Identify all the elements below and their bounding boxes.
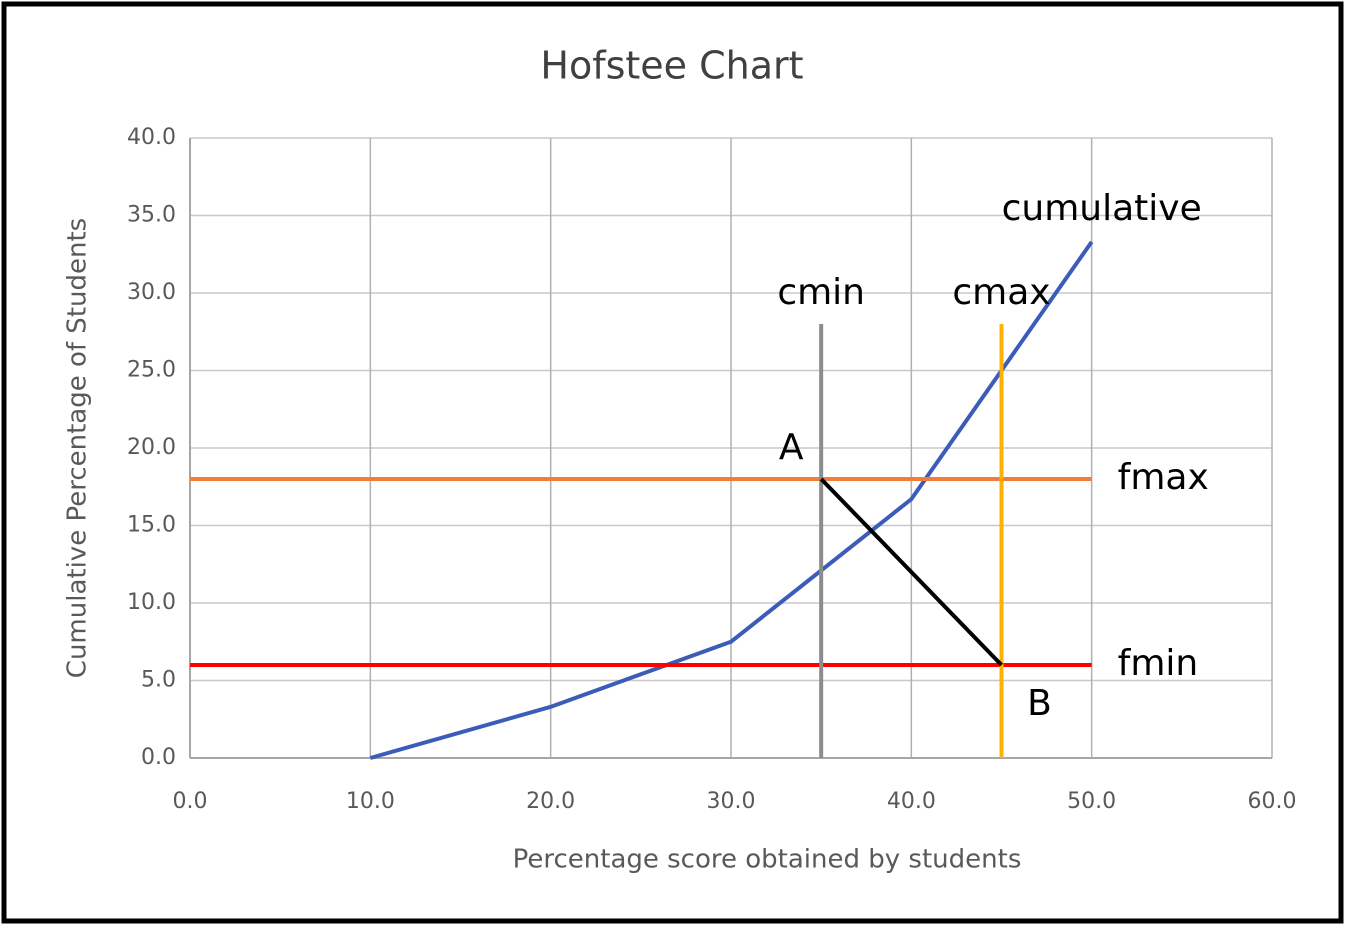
series-line xyxy=(819,477,1003,667)
y-tick-label: 30.0 xyxy=(127,280,176,305)
y-tick-label: 25.0 xyxy=(127,358,176,383)
series-label: cmax xyxy=(952,272,1050,313)
y-tick-label: 5.0 xyxy=(141,668,176,693)
x-tick-label: 20.0 xyxy=(526,789,575,814)
x-tick-label: 10.0 xyxy=(346,789,395,814)
y-tick-label: 10.0 xyxy=(127,590,176,615)
x-tick-label: 50.0 xyxy=(1067,789,1116,814)
x-tick-label: 60.0 xyxy=(1248,789,1297,814)
series-label: fmax xyxy=(1118,457,1209,498)
x-tick-label: 40.0 xyxy=(887,789,936,814)
y-tick-label: 35.0 xyxy=(127,203,176,228)
y-tick-label: 40.0 xyxy=(127,125,176,150)
y-tick-label: 15.0 xyxy=(127,513,176,538)
x-tick-label: 0.0 xyxy=(173,789,208,814)
series-line xyxy=(369,240,1094,760)
series-label: cumulative xyxy=(1002,188,1202,229)
y-tick-label: 20.0 xyxy=(127,435,176,460)
series-label: cmin xyxy=(777,272,865,313)
x-tick-label: 30.0 xyxy=(707,789,756,814)
y-tick-label: 0.0 xyxy=(141,745,176,770)
chart-title: Hofstee Chart xyxy=(540,44,803,88)
annotation: B xyxy=(1027,683,1052,724)
x-axis-title: Percentage score obtained by students xyxy=(513,845,1022,875)
series-label: fmin xyxy=(1118,643,1199,684)
y-axis-title: Cumulative Percentage of Students xyxy=(63,218,93,678)
annotation: A xyxy=(779,427,804,468)
